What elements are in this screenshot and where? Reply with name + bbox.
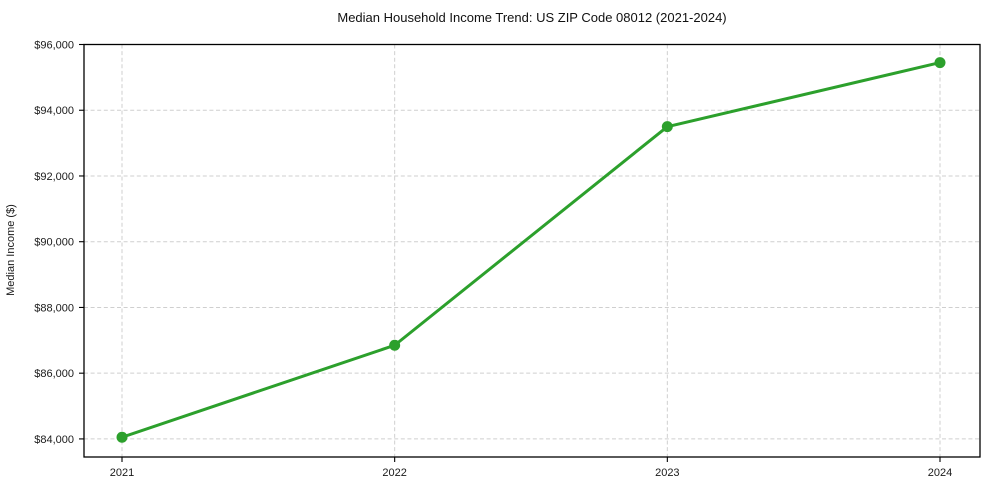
x-tick-label: 2022 [382, 467, 406, 479]
y-tick-label: $90,000 [34, 237, 74, 249]
data-point [116, 431, 128, 443]
data-point [389, 339, 401, 351]
y-tick-label: $84,000 [34, 434, 74, 446]
trend-line [121, 61, 941, 439]
y-tick-label: $86,000 [34, 368, 74, 380]
plot-border [83, 43, 981, 458]
y-tick-label: $92,000 [34, 171, 74, 183]
plot-area: $84,000 $86,000 $88,000 $90,000 $92,000 $94,0… [34, 40, 981, 479]
y-tick-label: $94,000 [34, 105, 74, 117]
y-tick-label: $88,000 [34, 302, 74, 314]
chart-title: Median Household Income Trend: US ZIP Co… [337, 10, 726, 25]
x-tick-label: 2023 [655, 467, 679, 479]
y-axis-label: Median Income ($) [5, 204, 17, 296]
y-tick-label: $96,000 [34, 40, 74, 52]
data-point [934, 57, 946, 69]
data-point [661, 121, 673, 133]
x-tick-label: 2021 [110, 467, 134, 479]
x-tick-label: 2024 [928, 467, 952, 479]
